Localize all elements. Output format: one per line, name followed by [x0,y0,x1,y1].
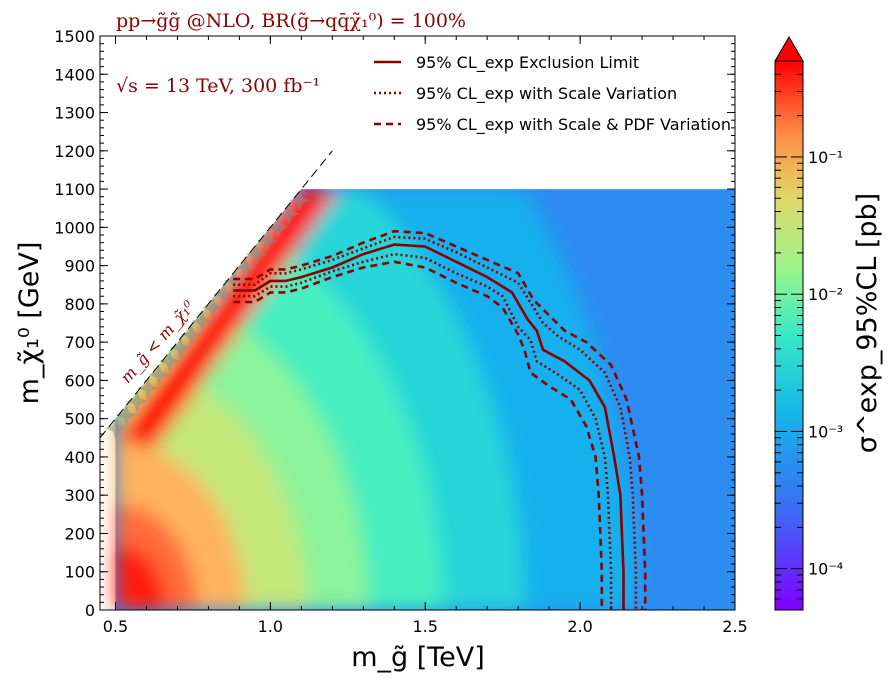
exclusion-curve-dashed [233,229,647,610]
y-tick-label: 0 [85,601,95,620]
diagonal-marker [169,336,192,359]
energy-luminosity-label: √s = 13 TeV, 300 fb⁻¹ [116,75,320,97]
exclusion-curves [233,229,647,610]
colorbar-tick-label: 10⁻³ [808,422,843,441]
colorbar-tick-label: 10⁻⁴ [808,560,843,579]
diagonal-marker [288,189,311,212]
y-tick-label: 500 [64,410,95,429]
y-tick-label: 400 [64,448,95,467]
heatmap-mask-above-diagonal [100,36,735,438]
diagonal-marker [191,310,214,333]
diagonal-marker [147,363,170,386]
y-tick-label: 200 [64,524,95,543]
y-axis-ticks: 0 100 200 300 400 500 600 700 800 900 1000 1100 1200… [54,27,735,620]
heatmap-band-7 [115,543,167,610]
y-tick-label: 900 [64,257,95,276]
y-tick-label: 1500 [54,27,95,46]
y-tick-label: 1200 [54,142,95,161]
heatmap [100,36,735,610]
diagonal-marker [245,243,268,266]
x-tick-label: 1.0 [258,617,283,636]
colorbar-tick-label: 10⁻¹ [808,148,843,167]
axes-frame [99,35,736,611]
diagonal-marker [180,323,203,346]
diagonal-marker [126,390,149,413]
diagonal-marker [256,229,279,252]
x-tick-label: 2.5 [722,617,747,636]
diagonal-marker [212,283,235,306]
diagonal-marker [137,377,159,400]
colorbar-extend-arrow [774,36,804,62]
y-tick-label: 1400 [54,65,95,84]
y-tick-label: 600 [64,371,95,390]
diagonal-marker [234,256,257,279]
diagonal-boundary-markers [104,189,311,440]
y-axis-label: m_χ̃₁⁰ [GeV] [14,242,45,405]
colorbar-ticks: 10⁻⁴ 10⁻³ 10⁻² 10⁻¹ [775,60,843,611]
diagonal-marker [202,296,225,319]
heatmap-diagonal-red-strip [115,189,339,450]
y-tick-label: 1100 [54,180,95,199]
legend-label-dashed: 95% CL_exp with Scale & PDF Variation [416,115,731,135]
diagonal-marker [267,216,290,239]
x-tick-label: 2.0 [567,617,592,636]
exclusion-curve-dashed [233,260,604,610]
x-tick-label: 1.5 [413,617,438,636]
diagonal-marker [278,202,300,225]
colorbar: 10⁻⁴ 10⁻³ 10⁻² 10⁻¹ σ^exp_95%CL [pb] [774,36,883,611]
y-tick-label: 300 [64,486,95,505]
y-tick-label: 700 [64,333,95,352]
legend-label-solid: 95% CL_exp Exclusion Limit [416,53,639,73]
legend: 95% CL_exp Exclusion Limit 95% CL_exp wi… [374,53,731,135]
legend-label-dotted: 95% CL_exp with Scale Variation [416,84,677,104]
diagonal-marker [223,269,246,292]
diagonal-line [99,150,333,439]
x-tick-label: 0.5 [103,617,128,636]
x-axis-ticks: 0.5 1.0 1.5 2.0 2.5 [103,36,748,636]
y-tick-label: 1000 [54,218,95,237]
colorbar-label: σ^exp_95%CL [pb] [852,193,883,453]
colorbar-tick-label: 10⁻² [808,285,843,304]
diagonal-marker [115,403,138,426]
exclusion-curve-dotted [233,252,613,610]
diagonal-marker [104,417,127,440]
y-tick-label: 800 [64,295,95,314]
x-axis-label: m_g̃ [TeV] [351,642,485,673]
plot-title: pp→g̃g̃ @NLO, BR(g̃→qq̄χ̃₁⁰) = 100% [116,10,466,32]
exclusion-curve-solid [233,243,625,610]
y-tick-label: 100 [64,563,95,582]
diagonal-marker [158,350,181,373]
y-tick-label: 1300 [54,104,95,123]
